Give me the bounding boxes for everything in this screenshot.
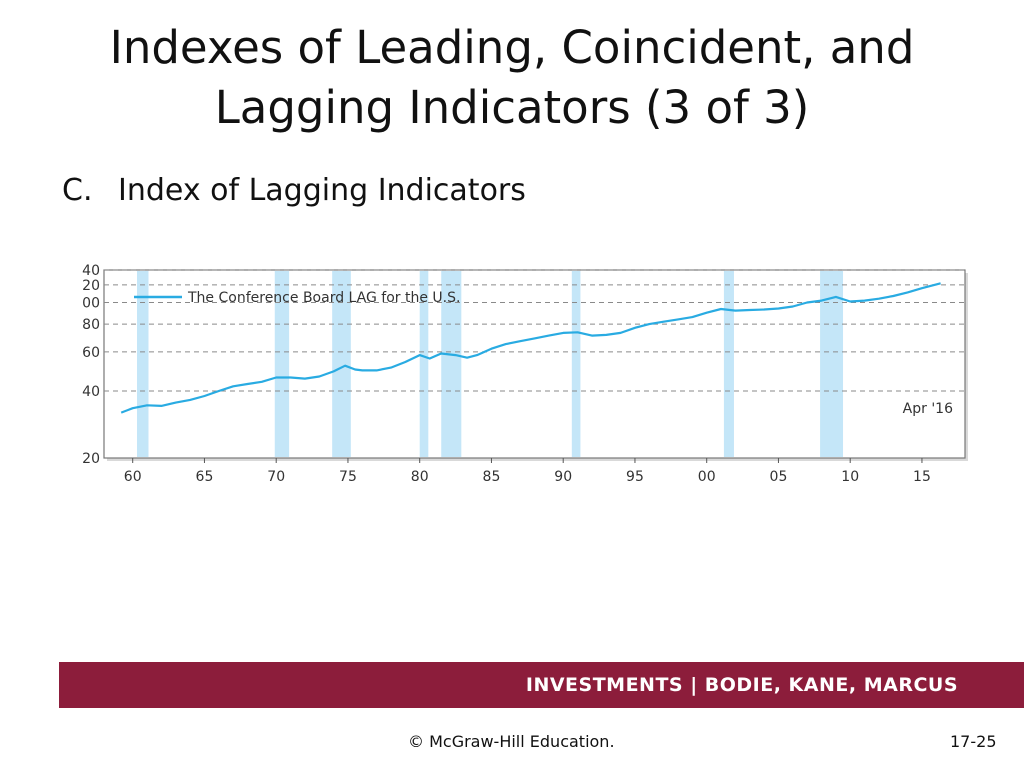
legend-label-0: The Conference Board LAG for the U.S. [187,290,460,306]
y-tick-label-20: 20 [82,451,100,467]
recession-band-6 [723,271,734,457]
x-tick-label-95: 95 [626,469,644,485]
recession-band-4 [441,271,462,457]
x-tick-label-05: 05 [770,469,788,485]
x-tick-label-15: 15 [913,469,931,485]
x-tick-label-80: 80 [411,469,429,485]
recession-band-3 [419,271,429,457]
slide-title: Indexes of Leading, Coincident, and Lagg… [109,21,915,134]
lagging-index-chart: 20 40 60 80 100 120140 60 65 70 75 80 85 90 95 00 05 10 1… [82,263,968,485]
y-tick-label-100: 100 [82,296,100,312]
footer-bar: INVESTMENTS | BODIE, KANE, MARCUS [59,662,1024,708]
y-tick-label-40: 40 [82,384,100,400]
x-tick-label-00: 00 [698,469,716,485]
recession-band-7 [820,271,844,457]
chart-annotation: Apr '16 [903,401,953,417]
series-line-0 [120,282,941,414]
x-tick-label-75: 75 [339,469,357,485]
recession-band-5 [571,271,581,457]
x-tick-label-70: 70 [267,469,285,485]
page-number: 17-25 [950,732,997,751]
x-tick-label-60: 60 [124,469,142,485]
x-tick-label-65: 65 [196,469,214,485]
y-tick-label-140: 140 [82,263,100,279]
y-tick-label-80: 80 [82,317,100,333]
footer-brand: INVESTMENTS | BODIE, KANE, MARCUS [525,674,958,696]
subtitle-marker: C. [62,173,93,208]
slide-subtitle: C. Index of Lagging Indicators [62,170,526,212]
axis-labels: 20 40 60 80 100 120140 60 65 70 75 80 85 90 95 00 05 10 1… [82,263,931,485]
x-tick-label-90: 90 [554,469,572,485]
copyright: © McGraw-Hill Education. [408,732,615,751]
legend: The Conference Board LAG for the U.S. [134,290,460,306]
y-tick-label-120: 120 [82,278,100,294]
x-tick-label-10: 10 [841,469,859,485]
annotations: Apr '16 [903,401,953,417]
subtitle-text: Index of Lagging Indicators [118,173,526,208]
recession-band-2 [332,271,351,457]
recession-band-1 [274,271,290,457]
recession-band-0 [137,271,149,457]
series-lines [120,282,941,414]
x-tick-label-85: 85 [483,469,501,485]
y-tick-label-60: 60 [82,345,100,361]
